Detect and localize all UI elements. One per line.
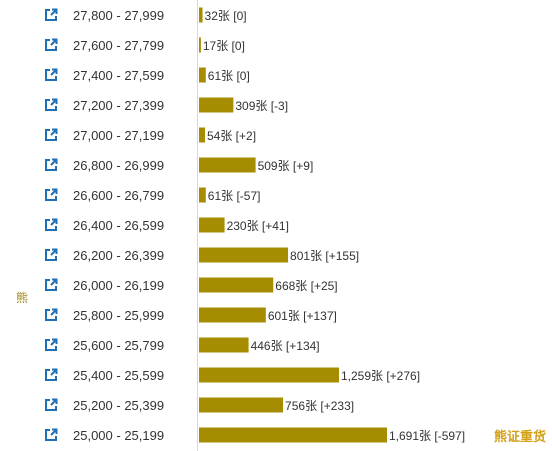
value-label: 17张 [0] <box>203 39 245 53</box>
external-link-icon[interactable] <box>45 278 58 291</box>
value-label: 801张 [+155] <box>290 249 359 263</box>
external-link-icon[interactable] <box>45 68 58 81</box>
external-link-icon[interactable] <box>45 218 58 231</box>
bar <box>199 307 266 323</box>
value-label: 1,259张 [+276] <box>341 369 420 383</box>
category-label: 26,400 - 26,599 <box>73 218 164 233</box>
category-label: 26,600 - 26,799 <box>73 188 164 203</box>
category-label: 26,200 - 26,399 <box>73 248 164 263</box>
bar <box>199 187 206 203</box>
bar <box>199 127 206 143</box>
value-label: 601张 [+137] <box>268 309 337 323</box>
external-link-icon[interactable] <box>45 248 58 261</box>
external-link-icon[interactable] <box>45 8 58 21</box>
value-label: 309张 [-3] <box>235 99 288 113</box>
category-label: 27,800 - 27,999 <box>73 8 164 23</box>
category-label: 25,400 - 25,599 <box>73 368 164 383</box>
category-label: 25,800 - 25,999 <box>73 308 164 323</box>
value-label: 446张 [+134] <box>251 339 320 353</box>
category-label: 27,000 - 27,199 <box>73 128 164 143</box>
value-label: 668张 [+25] <box>275 279 337 293</box>
bar <box>199 217 225 233</box>
bar <box>199 37 201 53</box>
axis-line <box>197 0 198 451</box>
category-label: 25,200 - 25,399 <box>73 398 164 413</box>
value-label: 61张 [-57] <box>208 189 261 203</box>
value-label: 509张 [+9] <box>258 159 314 173</box>
external-link-icon[interactable] <box>45 128 58 141</box>
bar <box>199 337 249 353</box>
value-label: 756张 [+233] <box>285 399 354 413</box>
bar <box>199 247 289 263</box>
external-link-icon[interactable] <box>45 368 58 381</box>
category-label: 26,000 - 26,199 <box>73 278 164 293</box>
value-label: 1,691张 [-597] <box>389 429 465 443</box>
bar <box>199 7 203 23</box>
value-label: 230张 [+41] <box>227 219 289 233</box>
category-label: 26,800 - 26,999 <box>73 158 164 173</box>
external-link-icon[interactable] <box>45 188 58 201</box>
category-label: 27,600 - 27,799 <box>73 38 164 53</box>
bar <box>199 367 339 383</box>
bar <box>199 397 284 413</box>
external-link-icon[interactable] <box>45 428 58 441</box>
bar <box>199 427 387 443</box>
side-label: 熊 <box>16 291 29 305</box>
external-link-icon[interactable] <box>45 38 58 51</box>
external-link-icon[interactable] <box>45 98 58 111</box>
external-link-icon[interactable] <box>45 398 58 411</box>
value-label: 32张 [0] <box>205 9 247 23</box>
bar <box>199 97 234 113</box>
corner-label: 熊证重货 <box>493 429 546 444</box>
bar <box>199 67 206 83</box>
category-label: 27,400 - 27,599 <box>73 68 164 83</box>
external-link-icon[interactable] <box>45 338 58 351</box>
category-label: 27,200 - 27,399 <box>73 98 164 113</box>
bar <box>199 157 256 173</box>
external-link-icon[interactable] <box>45 158 58 171</box>
category-label: 25,000 - 25,199 <box>73 428 164 443</box>
value-label: 61张 [0] <box>208 69 250 83</box>
category-label: 25,600 - 25,799 <box>73 338 164 353</box>
external-link-icon[interactable] <box>45 308 58 321</box>
value-label: 54张 [+2] <box>207 129 256 143</box>
bar <box>199 277 274 293</box>
